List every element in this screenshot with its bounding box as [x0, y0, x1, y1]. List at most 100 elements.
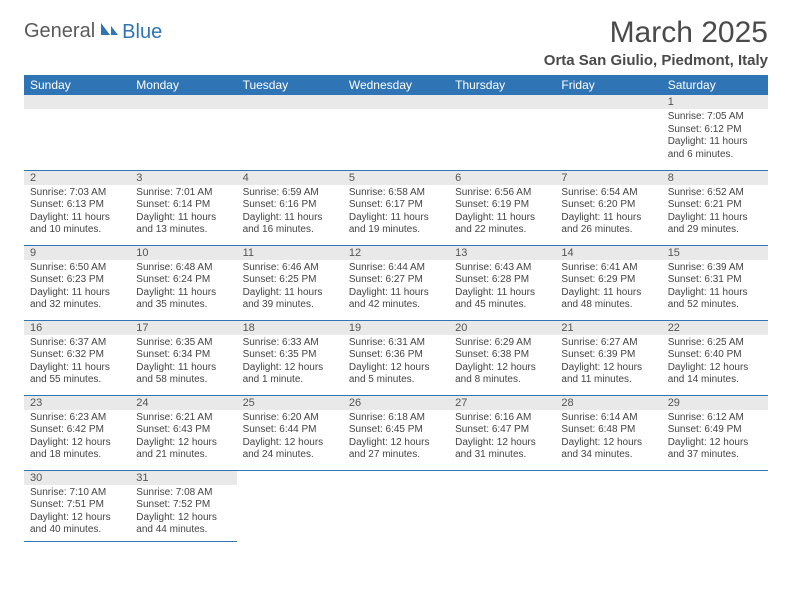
- calendar-day-cell: 26Sunrise: 6:18 AMSunset: 6:45 PMDayligh…: [343, 395, 449, 470]
- day-details: Sunrise: 7:05 AMSunset: 6:12 PMDaylight:…: [662, 109, 768, 165]
- day-detail-line: Sunset: 6:39 PM: [561, 349, 655, 362]
- day-details: Sunrise: 7:08 AMSunset: 7:52 PMDaylight:…: [130, 485, 236, 541]
- day-number-empty: [24, 95, 130, 109]
- day-number: 6: [449, 171, 555, 185]
- calendar-day-cell: 28Sunrise: 6:14 AMSunset: 6:48 PMDayligh…: [555, 395, 661, 470]
- day-detail-line: Sunset: 6:42 PM: [30, 424, 124, 437]
- day-number: 19: [343, 321, 449, 335]
- calendar-week-row: 9 Sunrise: 6:50 AMSunset: 6:23 PM Daylight…: [24, 245, 768, 320]
- day-details: Sunrise: 6:54 AMSunset: 6:20 PMDaylight:…: [555, 185, 661, 241]
- day-detail-line: Sunrise: 6:23 AM: [30, 412, 124, 425]
- day-detail-line: Sunrise: 6:43 AM: [455, 262, 549, 275]
- day-detail-line: Daylight: 12 hours and 24 minutes.: [243, 437, 337, 462]
- day-details: Sunrise: 7:10 AMSunset: 7:51 PMDaylight:…: [24, 485, 130, 541]
- day-detail-line: Sunset: 6:36 PM: [349, 349, 443, 362]
- day-detail-line: Sunset: 6:19 PM: [455, 199, 549, 212]
- day-number: 21: [555, 321, 661, 335]
- day-detail-line: Daylight: 11 hours and 39 minutes.: [243, 287, 337, 312]
- weekday-header: Sunday: [24, 75, 130, 95]
- day-number: 4: [237, 171, 343, 185]
- calendar-day-cell: 13Sunrise: 6:43 AMSunset: 6:28 PMDayligh…: [449, 245, 555, 320]
- calendar-empty-cell: [24, 95, 130, 170]
- day-detail-line: Sunrise: 6:21 AM: [136, 412, 230, 425]
- day-details: Sunrise: 6:14 AMSunset: 6:48 PMDaylight:…: [555, 410, 661, 466]
- day-detail-line: Sunrise: 6:58 AM: [349, 187, 443, 200]
- calendar-empty-cell: [237, 470, 343, 541]
- day-detail-line: Sunset: 6:43 PM: [136, 424, 230, 437]
- day-details: Sunrise: 6:41 AMSunset: 6:29 PMDaylight:…: [555, 260, 661, 316]
- day-number: 27: [449, 396, 555, 410]
- day-detail-line: Sunrise: 7:05 AM: [668, 111, 762, 124]
- calendar-day-cell: 2Sunrise: 7:03 AMSunset: 6:13 PMDaylight…: [24, 170, 130, 245]
- day-details: Sunrise: 6:44 AMSunset: 6:27 PMDaylight:…: [343, 260, 449, 316]
- calendar-day-cell: 14Sunrise: 6:41 AMSunset: 6:29 PMDayligh…: [555, 245, 661, 320]
- day-detail-line: Sunrise: 6:50 AM: [30, 262, 124, 275]
- day-detail-line: Daylight: 12 hours and 31 minutes.: [455, 437, 549, 462]
- day-detail-line: Daylight: 11 hours and 52 minutes.: [668, 287, 762, 312]
- weekday-header: Tuesday: [237, 75, 343, 95]
- calendar-day-cell: 5Sunrise: 6:58 AMSunset: 6:17 PMDaylight…: [343, 170, 449, 245]
- calendar-day-cell: 24Sunrise: 6:21 AMSunset: 6:43 PMDayligh…: [130, 395, 236, 470]
- day-number: 3: [130, 171, 236, 185]
- calendar-day-cell: 20Sunrise: 6:29 AMSunset: 6:38 PMDayligh…: [449, 320, 555, 395]
- calendar-day-cell: 23Sunrise: 6:23 AMSunset: 6:42 PMDayligh…: [24, 395, 130, 470]
- calendar-empty-cell: [130, 95, 236, 170]
- day-detail-line: Daylight: 12 hours and 14 minutes.: [668, 362, 762, 387]
- day-number-empty: [555, 95, 661, 109]
- logo-sail-icon: [99, 20, 119, 43]
- calendar-week-row: 2Sunrise: 7:03 AMSunset: 6:13 PMDaylight…: [24, 170, 768, 245]
- day-detail-line: Daylight: 11 hours and 16 minutes.: [243, 212, 337, 237]
- weekday-header-row: SundayMondayTuesdayWednesdayThursdayFrid…: [24, 75, 768, 95]
- day-details: Sunrise: 6:52 AMSunset: 6:21 PMDaylight:…: [662, 185, 768, 241]
- day-details: Sunrise: 6:43 AMSunset: 6:28 PMDaylight:…: [449, 260, 555, 316]
- day-details: Sunrise: 7:01 AMSunset: 6:14 PMDaylight:…: [130, 185, 236, 241]
- calendar-day-cell: 31Sunrise: 7:08 AMSunset: 7:52 PMDayligh…: [130, 470, 236, 541]
- calendar-empty-cell: [237, 95, 343, 170]
- day-detail-line: Sunset: 6:23 PM: [30, 274, 124, 287]
- day-detail-line: Sunset: 6:20 PM: [561, 199, 655, 212]
- weekday-header: Wednesday: [343, 75, 449, 95]
- day-detail-line: Sunset: 6:31 PM: [668, 274, 762, 287]
- day-details: Sunrise: 6:35 AMSunset: 6:34 PMDaylight:…: [130, 335, 236, 391]
- day-details: Sunrise: 6:23 AMSunset: 6:42 PMDaylight:…: [24, 410, 130, 466]
- day-number-empty: [237, 95, 343, 109]
- day-detail-line: Daylight: 12 hours and 18 minutes.: [30, 437, 124, 462]
- page-title: March 2025: [610, 16, 768, 50]
- day-detail-line: Daylight: 11 hours and 19 minutes.: [349, 212, 443, 237]
- day-number-empty: [130, 95, 236, 109]
- calendar-day-cell: 1Sunrise: 7:05 AMSunset: 6:12 PMDaylight…: [662, 95, 768, 170]
- calendar-week-row: 23Sunrise: 6:23 AMSunset: 6:42 PMDayligh…: [24, 395, 768, 470]
- day-number-empty: [449, 95, 555, 109]
- day-number: 9: [24, 246, 130, 260]
- day-details: Sunrise: 7:03 AMSunset: 6:13 PMDaylight:…: [24, 185, 130, 241]
- day-number: 16: [24, 321, 130, 335]
- calendar-week-row: 1Sunrise: 7:05 AMSunset: 6:12 PMDaylight…: [24, 95, 768, 170]
- day-number: 8: [662, 171, 768, 185]
- weekday-header: Thursday: [449, 75, 555, 95]
- day-number: 22: [662, 321, 768, 335]
- calendar-day-cell: 25Sunrise: 6:20 AMSunset: 6:44 PMDayligh…: [237, 395, 343, 470]
- day-detail-line: Sunrise: 6:16 AM: [455, 412, 549, 425]
- day-detail-line: Sunset: 6:24 PM: [136, 274, 230, 287]
- day-detail-line: Daylight: 12 hours and 27 minutes.: [349, 437, 443, 462]
- calendar-day-cell: 17Sunrise: 6:35 AMSunset: 6:34 PMDayligh…: [130, 320, 236, 395]
- day-detail-line: Sunrise: 6:48 AM: [136, 262, 230, 275]
- calendar-day-cell: 12Sunrise: 6:44 AMSunset: 6:27 PMDayligh…: [343, 245, 449, 320]
- day-number: 30: [24, 471, 130, 485]
- day-detail-line: Sunset: 6:25 PM: [243, 274, 337, 287]
- day-detail-line: Sunrise: 6:44 AM: [349, 262, 443, 275]
- day-detail-line: Sunrise: 6:18 AM: [349, 412, 443, 425]
- calendar-day-cell: 16Sunrise: 6:37 AMSunset: 6:32 PMDayligh…: [24, 320, 130, 395]
- day-details: Sunrise: 6:27 AMSunset: 6:39 PMDaylight:…: [555, 335, 661, 391]
- day-detail-line: Sunset: 6:28 PM: [455, 274, 549, 287]
- day-detail-line: Daylight: 12 hours and 44 minutes.: [136, 512, 230, 537]
- weekday-header: Monday: [130, 75, 236, 95]
- calendar-day-cell: 6Sunrise: 6:56 AMSunset: 6:19 PMDaylight…: [449, 170, 555, 245]
- day-details: Sunrise: 6:39 AMSunset: 6:31 PMDaylight:…: [662, 260, 768, 316]
- weekday-header: Saturday: [662, 75, 768, 95]
- day-detail-line: Sunrise: 7:08 AM: [136, 487, 230, 500]
- day-detail-line: Daylight: 11 hours and 26 minutes.: [561, 212, 655, 237]
- day-detail-line: Daylight: 12 hours and 40 minutes.: [30, 512, 124, 537]
- day-number: 25: [237, 396, 343, 410]
- day-detail-line: Sunset: 6:47 PM: [455, 424, 549, 437]
